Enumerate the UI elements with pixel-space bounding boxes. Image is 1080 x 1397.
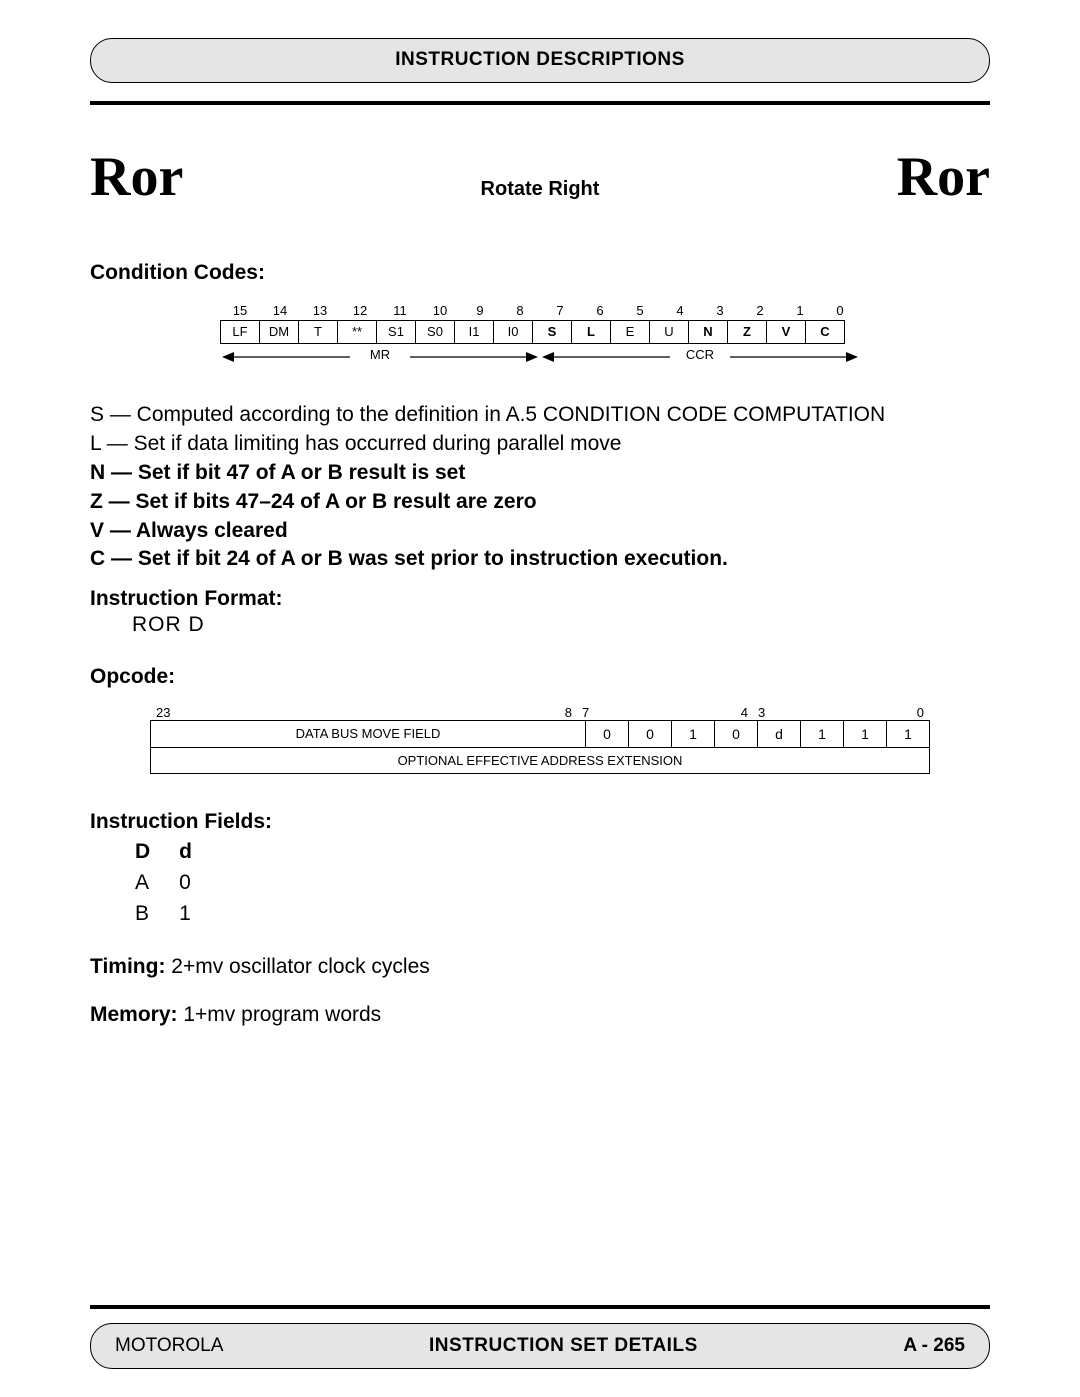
opcode-bit-cell: 0 <box>585 720 629 748</box>
condition-codes-title: Condition Codes: <box>90 261 990 285</box>
cc-cell: I1 <box>454 320 494 344</box>
cc-bit-number: 10 <box>420 303 460 320</box>
cc-cell: LF <box>220 320 260 344</box>
cc-cell: V <box>766 320 806 344</box>
timing-line: Timing: 2+mv oscillator clock cycles <box>90 955 990 979</box>
fields-header-cell: d <box>178 838 218 867</box>
fields-cell: 1 <box>178 900 218 929</box>
mnemonic-right: Ror <box>897 145 990 209</box>
cc-cell: U <box>649 320 689 344</box>
cc-bit-number: 2 <box>740 303 780 320</box>
instruction-format-body: ROR D <box>132 613 990 637</box>
opcode-bit-cell: 1 <box>671 720 715 748</box>
instruction-fields-title: Instruction Fields: <box>90 810 990 834</box>
cc-description-line: L — Set if data limiting has occurred du… <box>90 431 990 458</box>
instruction-fields-body: DdA0B1 <box>132 836 990 931</box>
cc-cell: S0 <box>415 320 455 344</box>
title-row: Ror Rotate Right Ror <box>90 145 990 209</box>
opcode-bit-cell: 1 <box>800 720 844 748</box>
cc-bit-number: 9 <box>460 303 500 320</box>
opc-bit-8: 8 <box>534 705 578 720</box>
mnemonic-left: Ror <box>90 145 183 209</box>
page: INSTRUCTION DESCRIPTIONS Ror Rotate Righ… <box>0 0 1080 1397</box>
instruction-format-title: Instruction Format: <box>90 587 990 611</box>
cc-description-line: Z — Set if bits 47–24 of A or B result a… <box>90 489 990 516</box>
cc-bit-number: 7 <box>540 303 580 320</box>
cc-cell: C <box>805 320 845 344</box>
memory-line: Memory: 1+mv program words <box>90 1003 990 1027</box>
cc-cell: N <box>688 320 728 344</box>
fields-cell: A <box>134 869 176 898</box>
condition-codes-diagram: 1514131211109876543210 LFDMT**S1S0I1I0SL… <box>220 303 860 368</box>
timing-label: Timing: <box>90 955 165 978</box>
opcode-bit-cell: 0 <box>714 720 758 748</box>
ccr-label: CCR <box>686 347 714 362</box>
instruction-fields-table: DdA0B1 <box>132 836 220 931</box>
cc-bit-number: 5 <box>620 303 660 320</box>
cc-bit-number: 14 <box>260 303 300 320</box>
footer-box: MOTOROLA INSTRUCTION SET DETAILS A - 265 <box>90 1323 990 1369</box>
cc-bit-number: 15 <box>220 303 260 320</box>
cc-description-line: C — Set if bit 24 of A or B was set prio… <box>90 546 990 573</box>
fields-cell: 0 <box>178 869 218 898</box>
cc-bit-number: 13 <box>300 303 340 320</box>
opc-bit-4: 4 <box>710 705 754 720</box>
cc-cell: DM <box>259 320 299 344</box>
opc-bit-3: 3 <box>754 705 798 720</box>
top-rule <box>90 101 990 105</box>
footer-center: INSTRUCTION SET DETAILS <box>429 1335 698 1357</box>
cc-bit-number: 11 <box>380 303 420 320</box>
header-box: INSTRUCTION DESCRIPTIONS <box>90 38 990 83</box>
memory-value: 1+mv program words <box>178 1003 382 1026</box>
fields-header-cell: D <box>134 838 176 867</box>
footer-left: MOTOROLA <box>115 1335 223 1357</box>
fields-cell: B <box>134 900 176 929</box>
operation-name: Rotate Right <box>183 178 896 201</box>
opcode-diagram: 23 8 7 4 3 0 DATA BUS MOVE FIELD 0010d11… <box>150 705 930 774</box>
condition-code-descriptions: S — Computed according to the definition… <box>90 402 990 573</box>
header-title: INSTRUCTION DESCRIPTIONS <box>395 49 685 70</box>
opc-bit-23: 23 <box>156 705 534 720</box>
opcode-extension: OPTIONAL EFFECTIVE ADDRESS EXTENSION <box>150 748 930 774</box>
cc-cell: L <box>571 320 611 344</box>
memory-label: Memory: <box>90 1003 178 1026</box>
opcode-row-1: DATA BUS MOVE FIELD 0010d111 <box>150 720 930 748</box>
cc-cell: ** <box>337 320 377 344</box>
cc-bit-number: 3 <box>700 303 740 320</box>
cc-bit-number: 12 <box>340 303 380 320</box>
cc-bit-number: 4 <box>660 303 700 320</box>
cc-description-line: S — Computed according to the definition… <box>90 402 990 429</box>
timing-value: 2+mv oscillator clock cycles <box>165 955 429 978</box>
footer-rule <box>90 1305 990 1309</box>
opcode-bit-numbers: 23 8 7 4 3 0 <box>150 705 930 720</box>
cc-cell: S <box>532 320 572 344</box>
cc-cell: S1 <box>376 320 416 344</box>
opcode-bit-cell: d <box>757 720 801 748</box>
cc-description-line: N — Set if bit 47 of A or B result is se… <box>90 460 990 487</box>
opc-bit-0: 0 <box>886 705 930 720</box>
cc-description-line: V — Always cleared <box>90 518 990 545</box>
mr-label: MR <box>370 347 390 362</box>
ccr-range: CCR <box>540 346 860 368</box>
footer-right: A - 265 <box>903 1335 965 1357</box>
opcode-bit-cell: 1 <box>886 720 930 748</box>
cc-cell: I0 <box>493 320 533 344</box>
cc-bit-number: 8 <box>500 303 540 320</box>
opc-bit-7: 7 <box>578 705 622 720</box>
cc-cell: T <box>298 320 338 344</box>
cc-bit-number: 0 <box>820 303 860 320</box>
opcode-dbmf: DATA BUS MOVE FIELD <box>150 720 586 748</box>
opcode-title: Opcode: <box>90 665 990 689</box>
opcode-bit-cell: 1 <box>843 720 887 748</box>
cc-bit-number: 1 <box>780 303 820 320</box>
cc-cell: E <box>610 320 650 344</box>
cc-bit-number: 6 <box>580 303 620 320</box>
mr-range: MR <box>220 346 540 368</box>
cc-cell: Z <box>727 320 767 344</box>
opcode-bit-cell: 0 <box>628 720 672 748</box>
